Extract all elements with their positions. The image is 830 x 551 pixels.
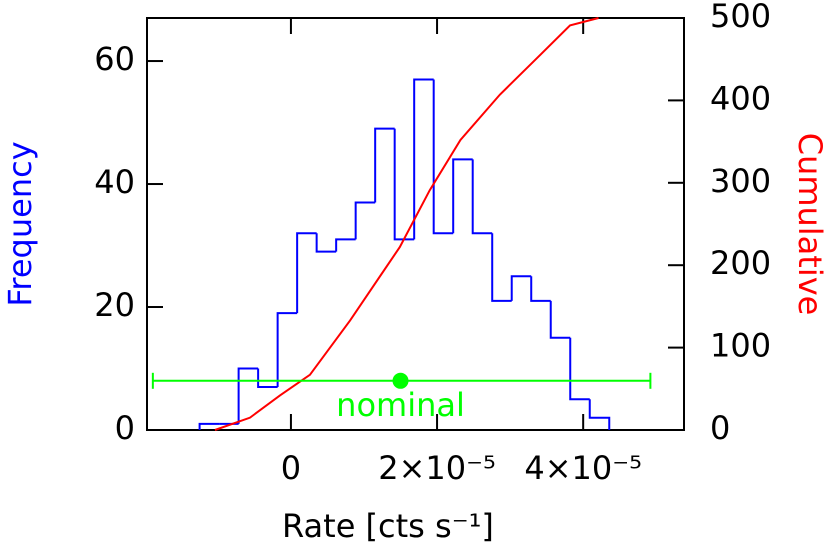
histogram-step [569,337,590,401]
y2-tick-label: 400 [710,79,771,117]
y-axis-title: Frequency [1,141,39,306]
y-tick-label: 60 [94,40,135,78]
histogram-step [510,275,532,301]
y2-tick-label: 200 [710,244,771,282]
histogram-step [393,128,415,241]
x-tick-label: 2×10⁻⁵ [378,449,496,487]
histogram-step [432,79,454,235]
histogram-step [315,233,337,253]
y-tick-label: 40 [94,163,135,201]
histogram-step [452,158,473,234]
y2-tick-label: 300 [710,162,771,200]
y2-tick-label: 500 [710,0,771,35]
histogram-step [237,367,259,424]
histogram-step [354,201,376,240]
plot-frame [146,17,685,431]
x-axis-title: Rate [cts s⁻¹] [282,507,494,545]
histogram-step [549,300,571,339]
histogram-step [491,233,512,302]
nominal-label: nominal [336,386,465,424]
x-tick-label: 4×10⁻⁵ [524,449,642,487]
x-tick-label: 0 [281,449,301,487]
y2-axis-title: Cumulative [791,133,829,316]
y-tick-label: 0 [115,409,135,447]
y2-tick-label: 100 [710,327,771,365]
histogram-step [296,232,317,314]
histogram-step [413,78,434,240]
nominal-point [392,372,409,389]
y2-tick-label: 0 [710,409,730,447]
histogram-step [276,312,298,387]
histogram-step [588,399,611,430]
cumulative-line [214,17,599,431]
histogram-step [471,159,493,235]
histogram-step [257,368,278,388]
y-tick-label: 20 [94,286,135,324]
histogram-step [530,276,551,302]
histogram-step [374,127,395,203]
histogram-step [198,422,220,430]
histogram-step [335,238,356,252]
